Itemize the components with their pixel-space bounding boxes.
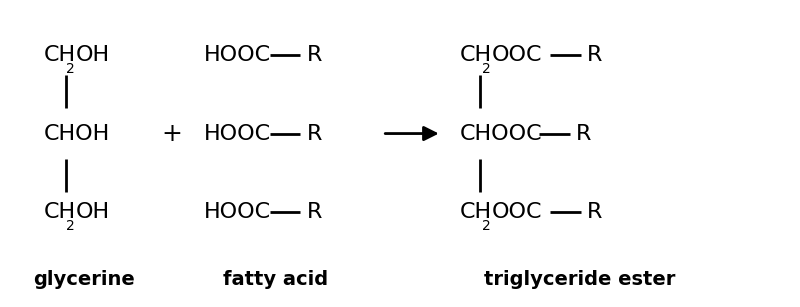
Text: R: R — [587, 202, 602, 222]
Text: OH: OH — [76, 45, 110, 65]
Text: R: R — [306, 45, 322, 65]
Text: CH: CH — [460, 45, 492, 65]
Text: fatty acid: fatty acid — [223, 270, 329, 289]
Text: CH: CH — [44, 202, 76, 222]
Text: CHOOC: CHOOC — [460, 123, 542, 144]
Text: R: R — [587, 45, 602, 65]
Text: R: R — [306, 123, 322, 144]
Text: HOOC: HOOC — [204, 202, 271, 222]
Text: 2: 2 — [66, 62, 75, 76]
Text: 2: 2 — [66, 219, 75, 233]
Text: R: R — [576, 123, 591, 144]
Text: R: R — [306, 202, 322, 222]
Text: +: + — [162, 122, 182, 146]
Text: OH: OH — [76, 202, 110, 222]
Text: OOC: OOC — [492, 202, 542, 222]
Text: glycerine: glycerine — [33, 270, 135, 289]
Text: 2: 2 — [482, 62, 491, 76]
Text: triglyceride ester: triglyceride ester — [484, 270, 676, 289]
Text: CH: CH — [460, 202, 492, 222]
Text: HOOC: HOOC — [204, 123, 271, 144]
Text: HOOC: HOOC — [204, 45, 271, 65]
Text: 2: 2 — [482, 219, 491, 233]
Text: OOC: OOC — [492, 45, 542, 65]
Text: CH: CH — [44, 45, 76, 65]
Text: CHOH: CHOH — [44, 123, 110, 144]
